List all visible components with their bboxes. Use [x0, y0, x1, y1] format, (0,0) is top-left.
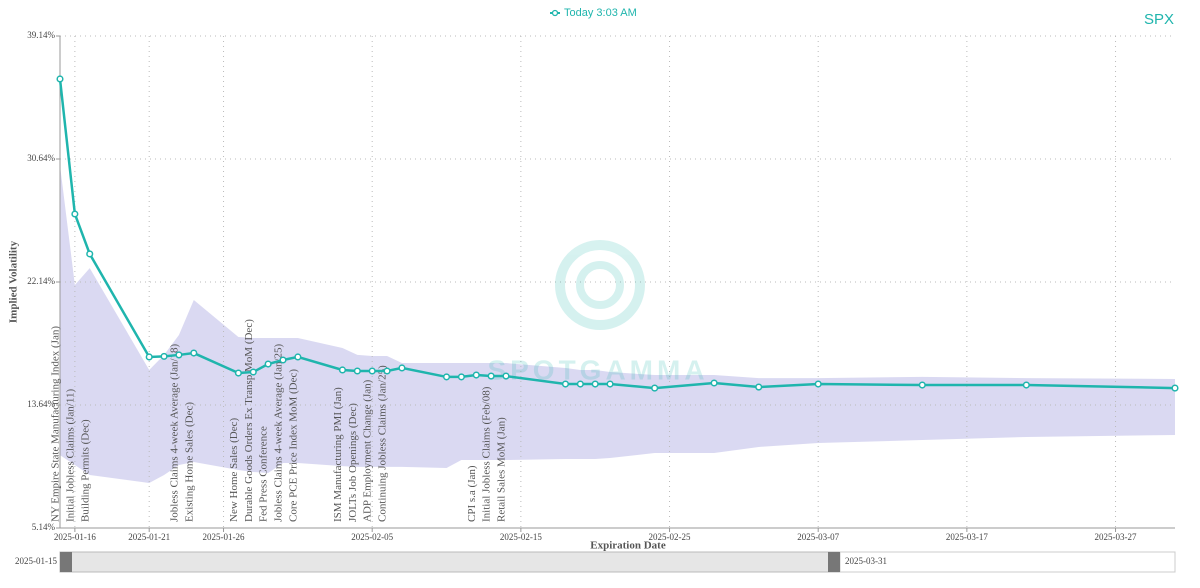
- y-tick-label: 30.64%: [27, 153, 55, 163]
- data-point: [502, 372, 510, 380]
- data-point: [368, 367, 376, 375]
- event-label: Initial Jobless Claims (Jan/11): [64, 389, 76, 522]
- data-point: [338, 366, 347, 374]
- data-point: [294, 353, 302, 361]
- x-tick-label: 2025-01-26: [203, 532, 245, 542]
- range-handle[interactable]: [60, 552, 72, 572]
- data-point: [606, 380, 614, 388]
- x-tick-label: 2025-03-27: [1095, 532, 1137, 542]
- range-track: [839, 551, 1176, 573]
- watermark: SPOTGAMMA: [487, 240, 708, 385]
- y-tick-label: 5.14%: [32, 522, 56, 532]
- data-point: [383, 367, 391, 375]
- y-tick-label: 22.14%: [27, 276, 55, 286]
- data-point: [442, 373, 451, 381]
- range-end-label: 2025-03-31: [845, 556, 887, 566]
- event-label: NY Empire State Manufacturing Index (Jan…: [50, 326, 62, 522]
- event-label: ADP Employment Change (Jan): [362, 379, 374, 522]
- data-point: [160, 352, 168, 360]
- x-axis-title: Expiration Date: [590, 540, 666, 552]
- x-tick-label: 2025-02-05: [351, 532, 393, 542]
- watermark-text: SPOTGAMMA: [487, 354, 708, 385]
- event-label: Fed Press Conference: [258, 426, 270, 522]
- legend-label: Today 3:03 AM: [564, 7, 637, 19]
- volatility-range: [60, 165, 1175, 483]
- data-point: [190, 349, 198, 357]
- range-slider[interactable]: [59, 551, 841, 573]
- data-point: [234, 369, 242, 377]
- y-axis-title: Implied Volatility: [8, 240, 20, 323]
- data-point: [457, 373, 465, 381]
- x-tick-label: 2025-01-21: [128, 532, 170, 542]
- event-label: Core PCE Price Index MoM (Dec): [287, 369, 299, 522]
- x-tick-label: 2025-03-07: [797, 532, 839, 542]
- data-point: [353, 367, 361, 375]
- event-label: Jobless Claims 4-week Average (Jan/25): [273, 343, 285, 522]
- data-point: [710, 379, 718, 387]
- x-tick-label: 2025-02-15: [500, 532, 542, 542]
- data-point: [472, 371, 480, 379]
- data-point: [755, 383, 763, 391]
- data-point: [145, 353, 153, 361]
- data-point: [814, 380, 822, 388]
- y-tick-label: 13.64%: [27, 399, 55, 409]
- data-point: [1171, 384, 1179, 392]
- event-label: Durable Goods Orders Ex Transp MoM (Dec): [243, 319, 255, 522]
- ticker: SPX: [1144, 11, 1174, 28]
- data-point: [591, 380, 599, 388]
- event-label: Jobless Claims 4-week Average (Jan/18): [168, 343, 180, 522]
- event-label: ISM Manufacturing PMI (Jan): [332, 387, 344, 522]
- data-point: [651, 384, 659, 392]
- event-label: New Home Sales (Dec): [228, 418, 240, 522]
- event-label: CPI s.a (Jan): [466, 465, 478, 522]
- y-tick-label: 39.14%: [27, 30, 55, 40]
- event-label: Building Permits (Dec): [79, 419, 91, 522]
- data-point: [279, 356, 287, 364]
- data-point: [576, 380, 584, 388]
- watermark-logo: [576, 261, 624, 309]
- event-label: Continuing Jobless Claims (Jan/25): [377, 365, 389, 522]
- data-point: [86, 250, 94, 258]
- data-point: [249, 368, 257, 376]
- watermark-logo: [555, 240, 645, 330]
- legend-marker: [551, 9, 559, 17]
- event-label: Retail Sales MoM (Jan): [496, 417, 508, 522]
- data-point: [175, 351, 183, 359]
- data-point: [1022, 381, 1030, 389]
- x-tick-label: 2025-03-17: [946, 532, 988, 542]
- range-handle[interactable]: [828, 552, 840, 572]
- data-point: [398, 364, 406, 372]
- range-start-label: 2025-01-15: [15, 556, 57, 566]
- event-label: JOLTs Job Openings (Dec): [347, 403, 359, 522]
- data-point: [561, 380, 570, 388]
- data-point: [487, 372, 495, 380]
- x-tick-label: 2025-02-25: [649, 532, 691, 542]
- x-tick-label: 2025-01-16: [54, 532, 96, 542]
- data-point: [56, 75, 64, 83]
- data-point: [264, 360, 272, 368]
- data-point: [71, 210, 79, 218]
- event-label: Initial Jobless Claims (Feb/08): [481, 386, 493, 522]
- data-point: [918, 381, 926, 389]
- event-label: Existing Home Sales (Dec): [183, 402, 195, 522]
